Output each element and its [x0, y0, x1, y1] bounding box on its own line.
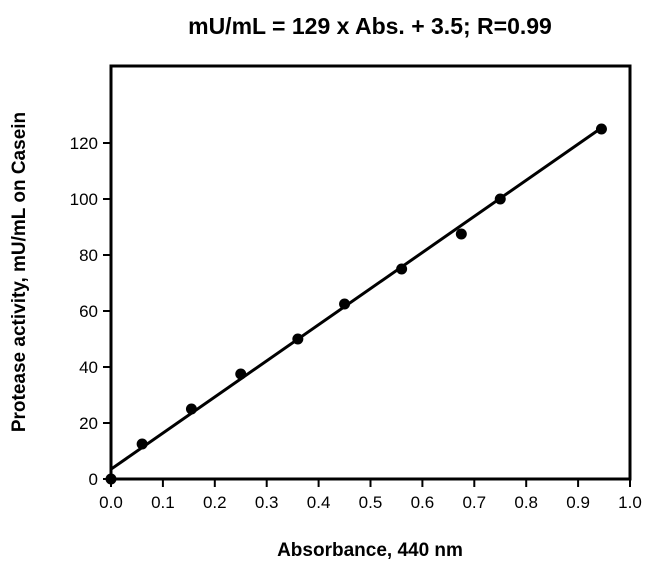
- y-tick-label: 120: [70, 134, 98, 153]
- x-tick-label: 0.6: [411, 493, 435, 512]
- y-tick-label: 80: [79, 246, 98, 265]
- x-tick-label: 0.9: [566, 493, 590, 512]
- data-point: [396, 263, 408, 275]
- x-tick-label: 0.2: [203, 493, 227, 512]
- x-axis-ticks: 0.0 0.1 0.2 0.3 0.4 0.5 0.6 0.7 0.8 0.9 1.0: [99, 479, 642, 512]
- data-point: [292, 333, 304, 345]
- data-point: [105, 473, 117, 485]
- x-tick-label: 1.0: [618, 493, 642, 512]
- chart-title: mU/mL = 129 x Abs. + 3.5; R=0.99: [188, 13, 552, 39]
- y-axis-label: Protease activity, mU/mL on Casein: [9, 112, 30, 432]
- y-axis-ticks: 0 20 40 60 80 100 120: [70, 134, 111, 489]
- y-tick-label: 20: [79, 414, 98, 433]
- x-axis-label: Absorbance, 440 nm: [277, 540, 463, 561]
- regression-line: [110, 126, 603, 471]
- x-tick-label: 0.7: [462, 493, 486, 512]
- y-tick-label: 40: [79, 358, 98, 377]
- x-tick-label: 0.3: [255, 493, 279, 512]
- data-point: [136, 438, 148, 450]
- x-tick-label: 0.8: [514, 493, 538, 512]
- y-tick-label: 60: [79, 302, 98, 321]
- x-tick-label: 0.5: [359, 493, 383, 512]
- data-point: [339, 298, 351, 310]
- plot-area-frame: [109, 64, 632, 481]
- data-point: [595, 123, 607, 135]
- y-tick-label: 100: [70, 190, 98, 209]
- data-points: [105, 123, 607, 485]
- x-tick-label: 0.4: [307, 493, 331, 512]
- data-point: [235, 368, 247, 380]
- data-point: [494, 193, 506, 205]
- x-tick-label: 0.0: [99, 493, 123, 512]
- y-tick-label: 0: [89, 470, 98, 489]
- x-tick-label: 0.1: [151, 493, 175, 512]
- data-point: [185, 403, 197, 415]
- data-point: [455, 228, 467, 240]
